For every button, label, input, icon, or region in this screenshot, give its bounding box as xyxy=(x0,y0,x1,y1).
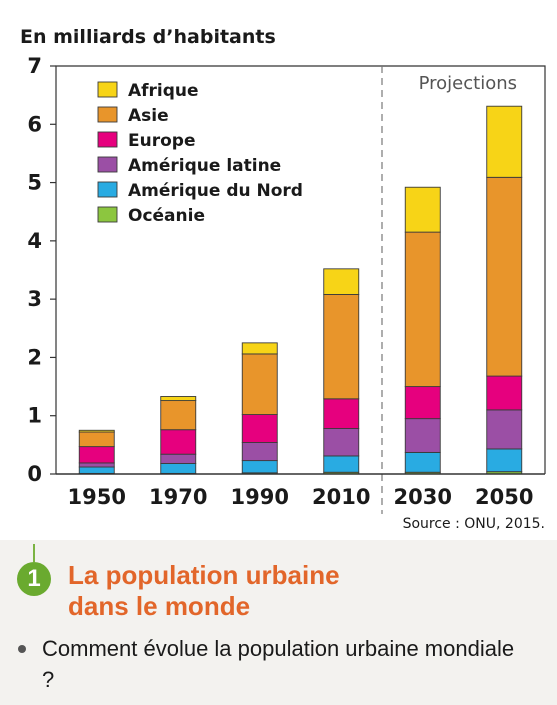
bar-segment xyxy=(323,398,360,429)
y-tick-label: 7 xyxy=(27,54,42,78)
bar-segment xyxy=(78,462,115,468)
bar-segment xyxy=(241,342,278,355)
bar-segment xyxy=(78,466,115,474)
bar-segment xyxy=(241,442,278,462)
x-tick-label: 1970 xyxy=(149,485,207,509)
legend-label: Amérique du Nord xyxy=(128,181,303,201)
bar-segment xyxy=(241,414,278,443)
bar-segment xyxy=(486,105,523,178)
legend-swatch xyxy=(97,156,118,173)
bar-segment xyxy=(160,429,197,455)
y-tick-label: 5 xyxy=(27,171,42,195)
x-tick-label: 1950 xyxy=(68,485,126,509)
legend-swatch xyxy=(97,106,118,123)
bar-segment xyxy=(78,429,115,433)
bar-segment xyxy=(404,451,441,473)
question-text: Comment évolue la population urbaine mon… xyxy=(42,636,515,692)
x-tick-label: 2030 xyxy=(394,485,452,509)
bar-segment xyxy=(404,186,441,233)
figure-caption: 1 La population urbaine dans le monde Co… xyxy=(0,540,557,705)
bar-segment xyxy=(323,428,360,457)
bar-segment xyxy=(78,446,115,464)
bar-segment xyxy=(486,448,523,473)
caption-connector xyxy=(33,544,35,562)
bar-segment xyxy=(404,418,441,453)
bar-segment xyxy=(160,463,197,474)
legend-label: Amérique latine xyxy=(128,156,281,176)
y-tick-label: 1 xyxy=(27,404,42,428)
y-tick-label: 3 xyxy=(27,287,42,311)
bar-segment xyxy=(78,431,115,448)
bar-segment xyxy=(486,375,523,411)
y-tick-label: 0 xyxy=(27,462,42,486)
bar-segment xyxy=(160,400,197,431)
legend-label: Asie xyxy=(128,106,169,126)
x-tick-label: 1990 xyxy=(231,485,289,509)
bar-segment xyxy=(323,455,360,473)
figure-title: La population urbaine dans le monde xyxy=(68,560,340,621)
bar-segment xyxy=(323,268,360,295)
bar-segment xyxy=(241,353,278,415)
stacked-bar-chart: En milliards d’habitants 0 1 2 3 4 5 6 7 Projecti… xyxy=(20,26,546,532)
figure-number-badge: 1 xyxy=(17,562,51,596)
source-label: Source : ONU, 2015. xyxy=(403,516,545,532)
bullet-icon xyxy=(18,645,26,653)
legend-label: Océanie xyxy=(128,206,205,226)
x-tick-label: 2050 xyxy=(475,485,533,509)
unit-label: En milliards d’habitants xyxy=(20,26,276,48)
projection-label: Projections xyxy=(419,73,517,94)
legend-swatch xyxy=(97,81,118,98)
y-tick-label: 2 xyxy=(27,345,42,369)
legend-swatch xyxy=(97,181,118,198)
bar-segment xyxy=(486,409,523,450)
bar-segment xyxy=(404,231,441,388)
x-tick-label: 2010 xyxy=(312,485,370,509)
bar-segment xyxy=(323,294,360,400)
bar-segment xyxy=(241,460,278,474)
bar-segment xyxy=(160,453,197,464)
bar-segment xyxy=(404,386,441,420)
bar-segment xyxy=(486,176,523,377)
legend-label: Europe xyxy=(128,131,195,151)
y-tick-label: 4 xyxy=(27,229,42,253)
plot-frame xyxy=(55,65,546,474)
y-tick-label: 6 xyxy=(27,112,42,136)
legend-swatch xyxy=(97,206,118,223)
legend-swatch xyxy=(97,131,118,148)
legend-label: Afrique xyxy=(128,81,199,101)
chart-area: En milliards d’habitants 0 1 2 3 4 5 6 7 Projecti… xyxy=(0,0,557,540)
bar-segment xyxy=(160,396,197,402)
